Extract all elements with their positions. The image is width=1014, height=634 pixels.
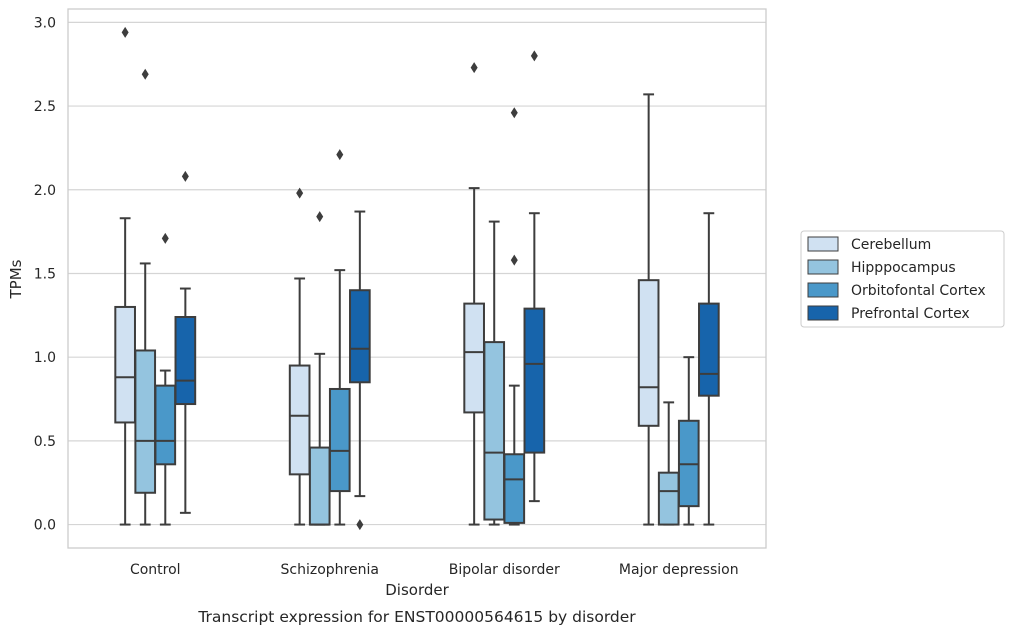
- chart-caption: Transcript expression for ENST0000056461…: [197, 608, 636, 626]
- box-2-3: [523, 50, 546, 503]
- outlier-point-0: [510, 254, 518, 266]
- y-tick-label-0: 0.0: [34, 518, 56, 534]
- x-tick-labels: Control Schizophrenia Bipolar disorder Majo…: [130, 562, 739, 578]
- box-1-1: [308, 211, 331, 526]
- box-3-0: [637, 93, 660, 526]
- outlier-point-0: [356, 519, 364, 531]
- outlier-point-0: [121, 26, 129, 38]
- outlier-point-0: [470, 62, 478, 74]
- box-1-0: [288, 187, 311, 526]
- box-body: [174, 316, 197, 406]
- legend-frame: [800, 230, 1005, 328]
- y-axis-label: TPMs: [7, 259, 25, 299]
- y-tick-label-3: 1.5: [34, 266, 56, 282]
- y-tick-label-1: 0.5: [34, 434, 56, 450]
- box-body: [349, 289, 371, 384]
- boxes: [114, 26, 720, 531]
- box-body: [463, 302, 485, 414]
- outlier-point-0: [316, 211, 324, 223]
- box-3-3: [698, 212, 720, 526]
- legend-label: Cerebellum: [851, 237, 931, 253]
- box-2-0: [463, 62, 485, 526]
- outlier-point-0: [141, 68, 149, 80]
- box-body: [154, 384, 177, 466]
- box-body: [483, 341, 506, 521]
- legend-label: Hipppocampus: [851, 260, 956, 276]
- box-2-1: [483, 220, 506, 526]
- y-tick-label-4: 2.0: [34, 183, 56, 199]
- legend-swatch: [807, 236, 839, 252]
- legend-item-1: Hipppocampus: [807, 259, 956, 276]
- legend-item-0: Cerebellum: [807, 236, 931, 253]
- box-2-2: [503, 107, 526, 526]
- box-3-2: [677, 356, 700, 526]
- box-body: [114, 305, 136, 424]
- legend-item-3: Prefrontal Cortex: [807, 305, 970, 322]
- x-tick-label-0: Control: [130, 562, 181, 578]
- outlier-point-0: [161, 232, 169, 244]
- box-body: [134, 349, 157, 494]
- outlier-point-0: [530, 50, 538, 62]
- x-tick-label-3: Major depression: [619, 562, 739, 578]
- legend: Cerebellum Hipppocampus Orbitofontal Corte…: [800, 230, 1005, 328]
- legend-swatch: [807, 259, 839, 275]
- box-0-2: [154, 232, 177, 526]
- outlier-point-1: [510, 107, 518, 119]
- outlier-point-0: [181, 170, 189, 182]
- y-tick-label-5: 2.5: [34, 99, 56, 115]
- box-body: [637, 279, 660, 427]
- y-tick-label-2: 1.0: [34, 350, 56, 366]
- box-3-1: [657, 401, 680, 526]
- x-tick-label-2: Bipolar disorder: [449, 562, 560, 578]
- box-0-0: [114, 26, 136, 526]
- x-tick-label-1: Schizophrenia: [281, 562, 379, 578]
- box-1-2: [328, 149, 351, 526]
- box-0-3: [174, 170, 197, 514]
- box-body: [288, 364, 311, 476]
- box-body: [657, 471, 680, 526]
- box-body: [503, 453, 526, 524]
- legend-swatch: [807, 305, 839, 321]
- plot-area-frame: [67, 8, 767, 549]
- legend-label: Orbitofontal Cortex: [851, 283, 986, 299]
- box-body: [698, 302, 720, 397]
- outlier-point-0: [296, 187, 304, 199]
- box-body: [308, 446, 331, 526]
- x-axis-label: Disorder: [385, 581, 449, 599]
- box-0-1: [134, 68, 157, 526]
- legend-swatch: [807, 282, 839, 298]
- outlier-point-0: [336, 149, 344, 161]
- box-1-3: [349, 210, 371, 531]
- box-body: [523, 307, 546, 454]
- box-body: [328, 387, 351, 493]
- legend-item-2: Orbitofontal Cortex: [807, 282, 986, 299]
- y-tick-label-6: 3.0: [34, 15, 56, 31]
- y-tick-labels: 0.0 0.5 1.0 1.5 2.0 2.5 3.0: [34, 15, 56, 533]
- legend-label: Prefrontal Cortex: [851, 306, 970, 322]
